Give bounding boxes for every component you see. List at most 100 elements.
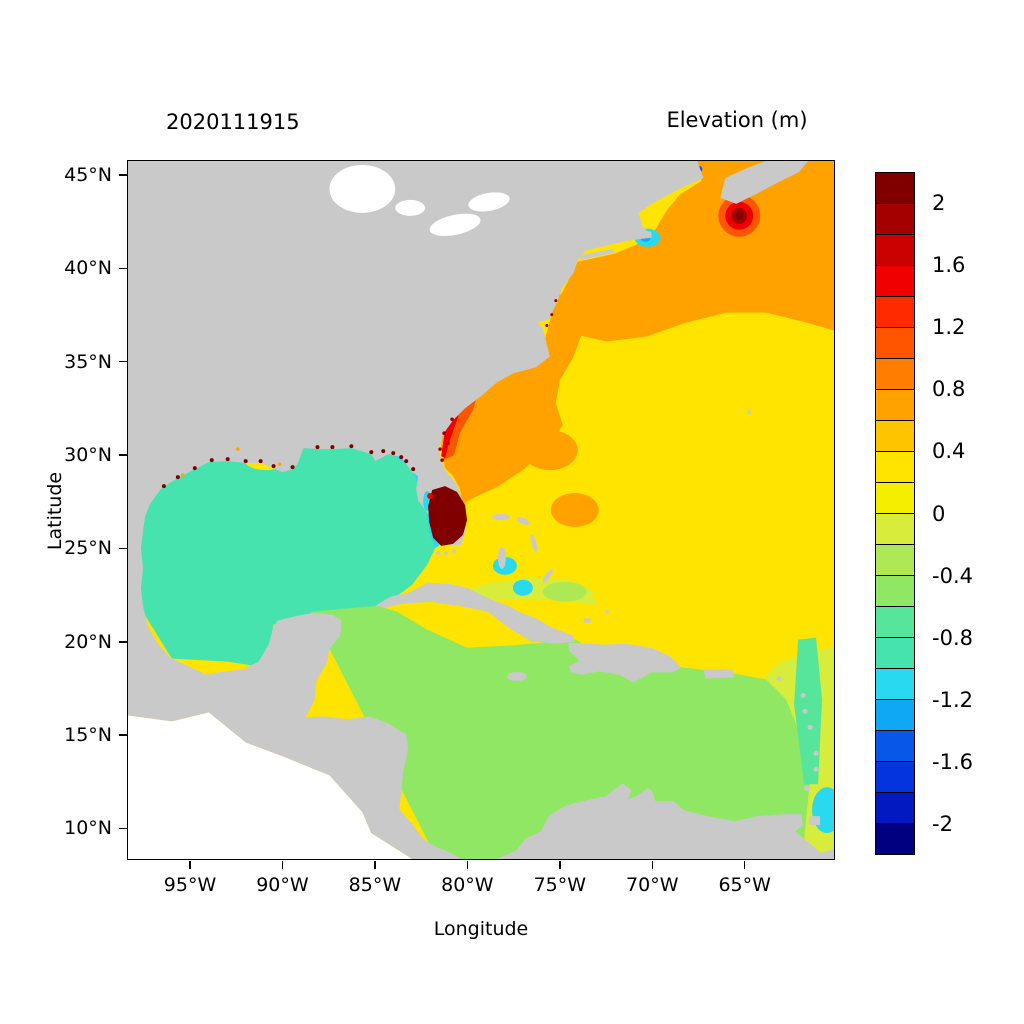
pacific-no-data-region (128, 712, 413, 859)
x-axis-tick-mark (466, 861, 469, 869)
land-north-and-central-america (128, 161, 704, 859)
y-tick-label: 40°N (64, 257, 112, 280)
lake-ontario (468, 192, 510, 212)
y-axis-tick-mark (119, 267, 127, 270)
colorbar-tick-label: 0 (932, 501, 946, 526)
x-tick-label: 75°W (533, 874, 587, 896)
y-tick-label: 45°N (64, 164, 112, 186)
colorbar-tick-label: -1.2 (932, 687, 973, 712)
colorbar-block (876, 297, 914, 328)
land-jamaica (506, 672, 527, 682)
x-tick-label: 65°W (718, 874, 771, 896)
land-long-island (578, 248, 615, 260)
x-axis-tick-mark (281, 861, 284, 869)
colorbar-tick-label: -0.8 (932, 625, 973, 650)
y-tick-label: 30°N (64, 444, 112, 467)
colorbar-tick-label: 2 (932, 191, 946, 216)
y-axis-tick-mark (119, 174, 127, 176)
southwest-florida-red-edge (427, 493, 434, 500)
land-grand-bahama (491, 513, 510, 520)
colorbar-block (876, 576, 914, 607)
x-axis-tick-mark (651, 861, 653, 869)
y-tick-label: 10°N (64, 817, 112, 840)
colorbar-tick-label: 0.4 (932, 439, 966, 464)
carolina-nearshore-red-strip (443, 387, 480, 461)
colorbar-tick-label: -2 (932, 811, 953, 836)
colorbar-title: Elevation (m) (666, 108, 808, 132)
colorbar-block (876, 638, 914, 669)
caribbean-sea-surface (310, 605, 811, 859)
colorbar-block (876, 266, 914, 297)
y-axis-tick-mark (119, 547, 127, 550)
southwest-florida-maroon-hotspot (428, 486, 468, 546)
y-tick-label: 15°N (64, 724, 112, 747)
colorbar-block (876, 173, 914, 204)
colorbar-block (876, 824, 914, 854)
bahamas-cyan-spot-2 (512, 579, 533, 596)
land-puerto-rico (703, 669, 735, 679)
x-tick-label: 95°W (163, 874, 217, 896)
y-tick-label: 35°N (64, 350, 112, 373)
colorbar-block (876, 204, 914, 235)
colorbar (875, 172, 915, 855)
colorbar-tick-label: 1.6 (932, 253, 966, 278)
y-axis-tick-mark (119, 454, 127, 456)
land-bermuda (747, 410, 752, 415)
colorbar-block (876, 235, 914, 266)
colorbar-block (876, 390, 914, 421)
colorbar-block (876, 328, 914, 359)
lake-saginaw-erie-west (395, 199, 426, 216)
colorbar-block (876, 483, 914, 514)
northeast-orange-region (544, 161, 834, 342)
colorbar-block (876, 762, 914, 793)
land-eleuthera (530, 534, 538, 552)
colorbar-tick-label: 0.8 (932, 377, 966, 402)
x-tick-label: 90°W (256, 874, 309, 896)
land-cuba (375, 582, 575, 644)
land-andros (497, 546, 506, 569)
lake-erie (429, 213, 481, 236)
land-great-inagua (583, 618, 591, 623)
old-bahama-channel-green-patch (542, 581, 587, 602)
colorbar-block (876, 731, 914, 762)
offshore-orange-blob-2 (550, 493, 599, 527)
x-axis-tick-mark (374, 861, 376, 869)
x-axis-tick-mark (189, 861, 191, 869)
y-tick-label: 20°N (64, 630, 112, 653)
bay-of-fundy-hotspot-center (735, 211, 744, 220)
colorbar-tick-label: 1.2 (932, 315, 966, 340)
x-axis-tick-mark (743, 861, 746, 869)
x-tick-label: 85°W (348, 874, 402, 896)
colorbar-block (876, 452, 914, 483)
colorbar-tick-label: -0.4 (932, 563, 973, 588)
map-plot-area (127, 160, 835, 860)
gulf-coast-maroon-speckles (161, 444, 416, 489)
colorbar-block (876, 700, 914, 731)
colorbar-block (876, 359, 914, 390)
x-axis-tick-mark (559, 861, 561, 869)
antilles-spring-green-band (794, 637, 823, 785)
land-florida-keys (436, 548, 457, 555)
colorbar-block (876, 607, 914, 638)
y-axis-tick-mark (119, 641, 127, 643)
land-nova-scotia (720, 161, 809, 204)
x-tick-label: 80°W (441, 874, 494, 896)
atlantic-coast-maroon-speckles (438, 299, 558, 462)
y-tick-label: 25°N (64, 537, 112, 560)
gulf-coast-orange-speckles (181, 447, 282, 477)
y-axis-tick-mark (119, 827, 127, 830)
y-axis-tick-mark (119, 360, 127, 363)
y-axis-tick-mark (119, 734, 127, 736)
run-timestamp-title: 2020111915 (166, 110, 300, 134)
colorbar-block (876, 669, 914, 700)
offshore-orange-blob-1 (521, 430, 578, 471)
x-axis-label: Longitude (433, 918, 529, 940)
lake-huron-michigan (329, 164, 396, 213)
elevation-map (128, 161, 834, 859)
land-abaco (516, 516, 530, 525)
land-long-island-bahamas (542, 569, 553, 583)
land-south-america (496, 783, 834, 859)
land-lesser-antilles (776, 676, 819, 792)
x-tick-label: 70°W (626, 874, 679, 896)
land-turks-caicos (604, 609, 609, 614)
